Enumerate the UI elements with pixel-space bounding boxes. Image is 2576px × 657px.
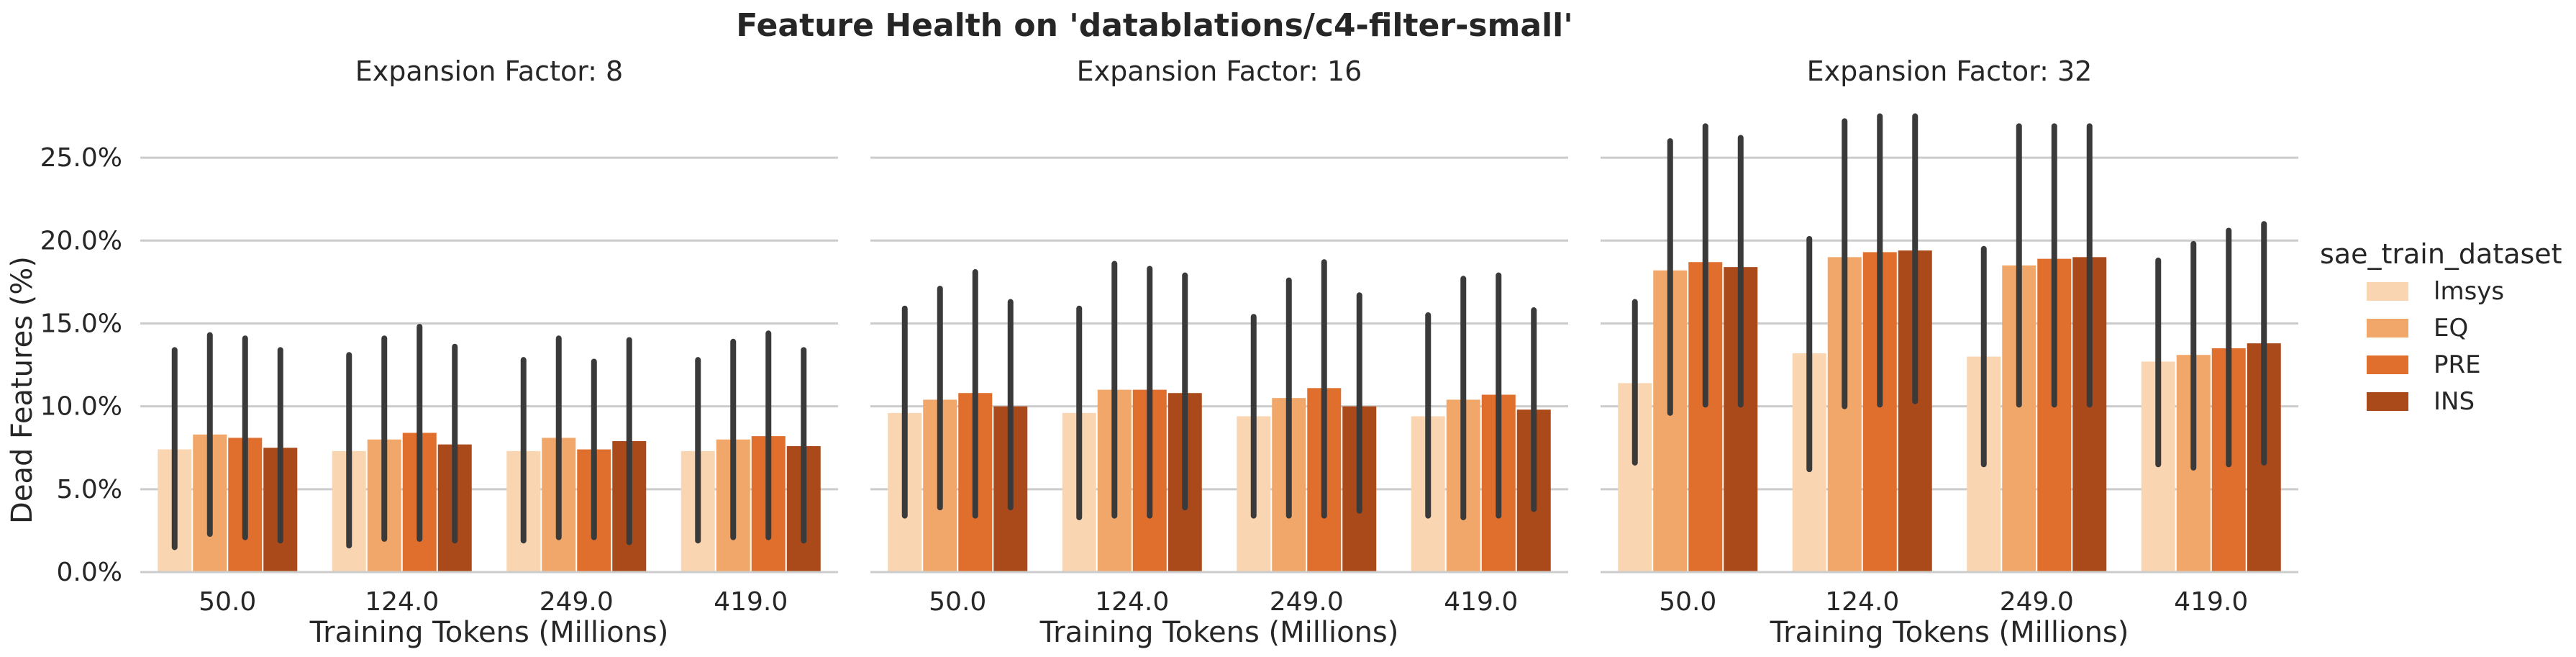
- x-tick-label: 419.0: [1444, 587, 1518, 617]
- facet-title: Expansion Factor: 8: [355, 55, 623, 87]
- x-tick-label: 50.0: [929, 587, 986, 617]
- legend-label: lmsys: [2434, 277, 2504, 306]
- facet-panel: Expansion Factor: 16 50.0 124.0 249.0 419.0 T…: [870, 55, 1568, 649]
- y-tick-label: 5.0%: [57, 475, 122, 504]
- legend-swatch-pre: [2367, 355, 2408, 374]
- y-tick-label: 10.0%: [40, 392, 122, 422]
- x-tick-label: 50.0: [199, 587, 256, 617]
- x-tick-label: 124.0: [365, 587, 439, 617]
- facet-panel: Expansion Factor: 8 50.0 124.0 249.0 419.0 Tr…: [40, 55, 838, 649]
- x-tick-label: 249.0: [2000, 587, 2074, 617]
- x-tick-label: 419.0: [714, 587, 788, 617]
- x-axis-label: Training Tokens (Millions): [1770, 616, 2129, 649]
- x-tick-label: 50.0: [1659, 587, 1716, 617]
- facet-panel: Expansion Factor: 32 50.0 124.0 249.0 419.0 T…: [1601, 55, 2298, 649]
- legend-swatch-eq: [2367, 319, 2408, 337]
- x-tick-label: 419.0: [2174, 587, 2248, 617]
- y-tick-label: 0.0%: [57, 558, 122, 587]
- x-tick-label: 124.0: [1825, 587, 1899, 617]
- legend-swatch-lmsys: [2367, 282, 2408, 301]
- y-tick-label: 20.0%: [40, 226, 122, 255]
- x-tick-label: 249.0: [540, 587, 614, 617]
- legend-swatch-ins: [2367, 392, 2408, 411]
- x-axis-label: Training Tokens (Millions): [1039, 616, 1399, 649]
- x-tick-label: 249.0: [1270, 587, 1344, 617]
- chart-title: Feature Health on 'datablations/c4-filte…: [736, 7, 1573, 44]
- x-tick-label: 124.0: [1095, 587, 1169, 617]
- y-tick-label: 15.0%: [40, 309, 122, 338]
- facet-title: Expansion Factor: 16: [1077, 55, 1362, 87]
- y-tick-label: 25.0%: [40, 143, 122, 173]
- legend-label: EQ: [2434, 314, 2468, 343]
- facet-title: Expansion Factor: 32: [1807, 55, 2093, 87]
- x-axis-label: Training Tokens (Millions): [309, 616, 669, 649]
- legend-label: INS: [2434, 387, 2475, 416]
- legend-label: PRE: [2434, 350, 2481, 379]
- legend-title: sae_train_dataset: [2320, 238, 2562, 270]
- y-axis-label: Dead Features (%): [6, 256, 39, 524]
- facet-panels: Expansion Factor: 8 50.0 124.0 249.0 419.0 Tr…: [40, 55, 2298, 649]
